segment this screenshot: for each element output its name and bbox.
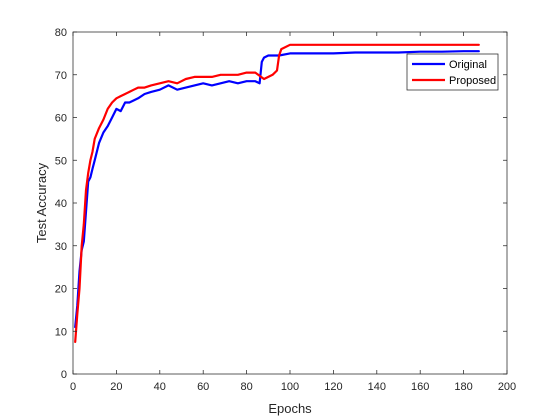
ticks-layer: 0 20 40 60 80 100 120 140 160 180 200 0 10 20 30 40 50 60… xyxy=(55,27,516,393)
legend-label-original: Original xyxy=(449,59,487,71)
axes-box xyxy=(72,31,508,375)
x-axis-label: Epochs xyxy=(268,401,312,416)
x-tick-label: 80 xyxy=(240,381,252,393)
legend-box xyxy=(406,53,499,91)
y-tick-label: 20 xyxy=(55,284,67,296)
y-tick-label: 80 xyxy=(55,27,67,39)
x-tick-label: 140 xyxy=(368,381,386,393)
x-tick-label: 160 xyxy=(411,381,429,393)
x-tick-label: 20 xyxy=(110,381,122,393)
y-tick-label: 70 xyxy=(55,70,67,82)
legend-label-proposed: Proposed xyxy=(449,75,496,87)
y-tick-label: 50 xyxy=(55,155,67,167)
y-tick-label: 40 xyxy=(55,198,67,210)
y-tick-label: 30 xyxy=(55,241,67,253)
x-tick-label: 0 xyxy=(70,381,76,393)
x-tick-label: 40 xyxy=(154,381,166,393)
x-tick-label: 100 xyxy=(281,381,299,393)
x-tick-label: 120 xyxy=(324,381,342,393)
series-line-original xyxy=(74,50,480,329)
y-tick-label: 10 xyxy=(55,326,67,338)
series-line-proposed xyxy=(74,43,480,343)
x-tick-label: 60 xyxy=(197,381,209,393)
x-tick-label: 180 xyxy=(454,381,472,393)
series-layer xyxy=(74,43,480,343)
y-axis-label: Test Accuracy xyxy=(34,162,49,243)
y-tick-label: 60 xyxy=(55,113,67,125)
x-tick-label: 200 xyxy=(498,381,516,393)
y-tick-label: 0 xyxy=(61,369,67,381)
legend: Original Proposed xyxy=(406,53,499,91)
